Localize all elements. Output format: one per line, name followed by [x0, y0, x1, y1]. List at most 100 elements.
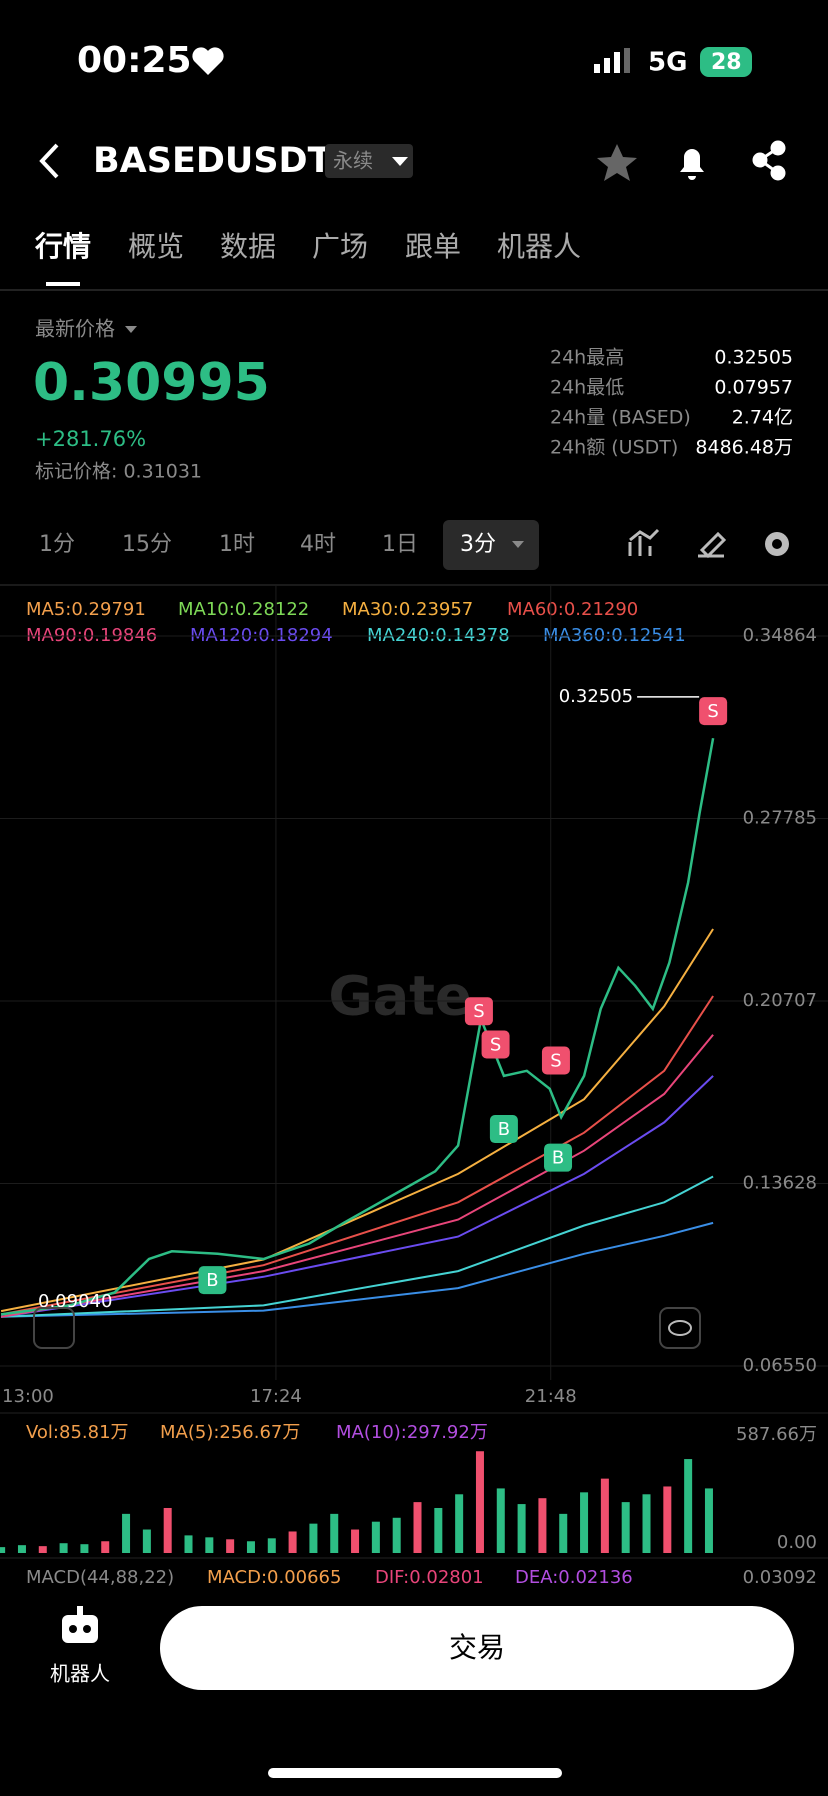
active-interval[interactable]: 3分 — [460, 532, 496, 557]
tab-bar: 行情 概览 数据 广场 跟单 机器人 — [34, 230, 581, 263]
low-label: 0.09040 — [38, 1291, 112, 1312]
volume-bar — [475, 1451, 484, 1553]
volume-bar — [684, 1459, 693, 1553]
stat-value: 8486.48万 — [695, 437, 793, 459]
trade-button[interactable] — [160, 1606, 794, 1690]
tab[interactable]: 行情 — [34, 230, 91, 263]
volume-bar — [184, 1535, 193, 1553]
interval[interactable]: 1时 — [219, 532, 255, 557]
volume-chart: Vol:85.81万 MA(5):256.67万 MA(10):297.92万 587… — [0, 1422, 817, 1553]
badge-bg — [325, 144, 413, 178]
favorite-icon[interactable] — [597, 144, 637, 181]
y-tick-label: 587.66万 — [736, 1424, 817, 1445]
signal-label: B — [498, 1119, 510, 1140]
volume-bar — [600, 1478, 609, 1553]
ma-legend: MA60:0.21290 — [507, 599, 638, 620]
interval-bar: 1分 15分 1时 4时 1日 — [39, 532, 418, 557]
bot-label[interactable]: 机器人 — [50, 1662, 110, 1686]
volume-bar — [517, 1504, 526, 1553]
volume-bar — [226, 1539, 235, 1553]
draw-icon[interactable] — [698, 531, 727, 559]
stat-value: 0.32505 — [714, 347, 793, 369]
stat-value: 0.07957 — [714, 377, 793, 399]
y-tick-label: 0.34864 — [743, 625, 817, 646]
signal-label: S — [707, 701, 718, 722]
ma-line — [1, 1221, 714, 1318]
y-tick-label: 0.20707 — [743, 990, 817, 1011]
volume-bar — [267, 1538, 276, 1553]
signal-marker — [464, 997, 493, 1026]
volume-bar — [205, 1537, 214, 1553]
tab-indicator — [46, 282, 80, 286]
volume-bar — [496, 1488, 505, 1553]
tab[interactable]: 概览 — [128, 230, 184, 263]
symbol: BASEDUSDT — [93, 141, 332, 181]
y-tick-label: 0.06550 — [743, 1355, 817, 1376]
y-tick-label: 0.27785 — [743, 808, 817, 829]
network: 5G — [648, 48, 687, 78]
volume-legend: Vol:85.81万 — [26, 1422, 129, 1443]
volume-bar — [163, 1507, 172, 1553]
symbol-dropdown[interactable] — [392, 157, 408, 166]
volume-bar — [371, 1521, 380, 1553]
trade-label[interactable]: 交易 — [449, 1631, 505, 1664]
signal-label: S — [490, 1034, 501, 1055]
price-dropdown[interactable] — [125, 326, 137, 333]
signal-label: B — [552, 1148, 564, 1169]
stat-label: 24h额 (USDT) — [550, 437, 678, 459]
interval[interactable]: 4时 — [300, 532, 336, 557]
volume-bar — [59, 1543, 68, 1553]
signal-marker — [699, 697, 728, 726]
volume-bar — [309, 1523, 318, 1553]
tab[interactable]: 机器人 — [497, 230, 581, 263]
volume-bar — [580, 1492, 589, 1553]
active-interval-bg[interactable] — [443, 520, 539, 570]
interval[interactable]: 15分 — [122, 532, 172, 557]
signal-marker — [481, 1030, 510, 1059]
interval[interactable]: 1日 — [382, 532, 418, 557]
macd-legend: DEA:0.02136 — [515, 1567, 633, 1588]
volume-bar — [38, 1546, 47, 1553]
volume-bar — [142, 1529, 151, 1553]
back-button[interactable] — [39, 143, 59, 179]
volume-bar — [288, 1531, 297, 1553]
price-change: +281.76% — [35, 427, 146, 451]
signal-marker — [489, 1115, 518, 1144]
tab[interactable]: 跟单 — [405, 230, 461, 263]
stat-value: 2.74亿 — [732, 407, 793, 429]
ma-line — [1, 1175, 714, 1318]
macd-legend: MACD(44,88,22) MACD:0.00665 DIF:0.02801 DEA… — [26, 1567, 817, 1588]
visibility-button[interactable] — [659, 1307, 701, 1349]
price-chart: MA5:0.29791 MA10:0.28122 MA30:0.23957 MA60:… — [0, 585, 828, 1407]
stat-label: 24h量 (BASED) — [550, 407, 691, 429]
macd-legend: MACD(44,88,22) — [26, 1567, 174, 1588]
volume-bar — [642, 1494, 651, 1553]
interval-dropdown[interactable] — [512, 541, 524, 548]
signal-label: B — [206, 1270, 218, 1291]
high-label: 0.32505 — [559, 686, 633, 707]
volume-bar — [330, 1513, 339, 1553]
settings-icon[interactable] — [765, 532, 789, 556]
signal-icon — [594, 48, 630, 73]
bot-icon[interactable] — [62, 1606, 98, 1643]
tab[interactable]: 数据 — [220, 230, 276, 263]
ma-legend: MA10:0.28122 — [178, 599, 309, 620]
last-price: 0.30995 — [33, 353, 270, 413]
signal-marker — [541, 1046, 570, 1075]
heart-icon — [192, 47, 224, 75]
status-time: 00:25 — [77, 40, 192, 81]
volume-bar — [434, 1507, 443, 1553]
alert-icon[interactable] — [680, 149, 704, 180]
share-icon[interactable] — [752, 140, 786, 181]
battery — [700, 47, 752, 77]
volume-bar — [17, 1545, 26, 1553]
volume-bar — [538, 1498, 547, 1553]
expand-button[interactable] — [33, 1307, 75, 1349]
interval[interactable]: 1分 — [39, 532, 75, 557]
tab[interactable]: 广场 — [312, 230, 368, 263]
macd-legend: DIF:0.02801 — [375, 1567, 484, 1588]
indicator-icon[interactable] — [628, 528, 660, 556]
signal-label: S — [550, 1050, 561, 1071]
